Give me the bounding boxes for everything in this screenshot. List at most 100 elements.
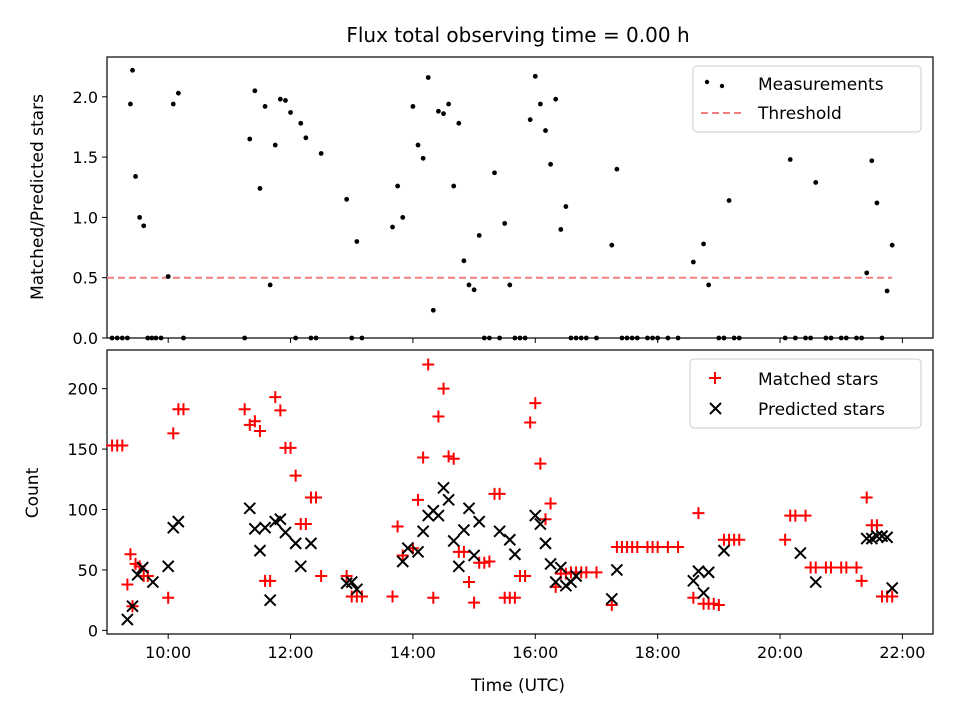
- measurement-point: [471, 287, 477, 293]
- predicted-star-point: [717, 544, 731, 557]
- measurement-point: [456, 120, 462, 126]
- predicted-star-point: [350, 583, 364, 596]
- matched-star-point: [340, 569, 353, 582]
- top-y-tick-label: 0.5: [73, 269, 98, 288]
- x-tick-label: 14:00: [390, 643, 436, 662]
- measurement-point: [141, 223, 147, 229]
- measurement-point: [283, 98, 288, 103]
- predicted-star-point: [401, 541, 415, 555]
- measurement-point: [119, 335, 125, 341]
- legend-label-predicted: Predicted stars: [758, 400, 885, 420]
- measurement-point: [828, 335, 834, 341]
- measurement-point: [568, 335, 574, 341]
- measurement-point: [354, 239, 360, 244]
- matched-star-point: [712, 598, 725, 611]
- predicted-star-point: [131, 568, 144, 581]
- measurement-point: [313, 335, 319, 341]
- top-y-tick-label: 1.5: [73, 148, 98, 167]
- measurement-point: [130, 67, 135, 73]
- predicted-star-point: [452, 560, 466, 573]
- matched-star-point: [162, 591, 175, 604]
- measurement-point: [782, 335, 788, 341]
- measurement-point: [149, 335, 155, 341]
- measurement-point: [181, 335, 186, 341]
- chart-title: Flux total observing time = 0.00 h: [346, 23, 689, 47]
- predicted-star-point: [503, 533, 517, 546]
- measurement-point: [512, 335, 518, 341]
- x-tick-label: 18:00: [635, 643, 681, 662]
- bottom-y-tick-label: 0: [88, 621, 98, 640]
- measurement-point: [395, 183, 401, 189]
- matched-star-point: [707, 597, 720, 610]
- measurement-point: [690, 259, 696, 265]
- predicted-star-point: [289, 537, 302, 550]
- matched-star-point: [860, 491, 873, 504]
- measurement-point: [318, 151, 324, 156]
- top-legend-box: [692, 65, 922, 133]
- measurement-point: [293, 335, 299, 341]
- predicted-star-point: [467, 549, 481, 562]
- measurement-point: [257, 186, 263, 191]
- measurement-point: [543, 128, 548, 133]
- measurement-point: [466, 282, 472, 288]
- measurement-point: [843, 335, 849, 341]
- predicted-star-point: [569, 569, 583, 583]
- measurement-point: [665, 335, 671, 341]
- x-tick-label: 16:00: [512, 643, 558, 662]
- measurement-point: [170, 101, 176, 107]
- measurement-point: [410, 104, 416, 109]
- predicted-star-point: [880, 531, 894, 544]
- measurement-point: [277, 96, 283, 102]
- predicted-star-point: [544, 557, 557, 571]
- measurement-point: [726, 198, 732, 203]
- x-tick-label: 22:00: [879, 643, 925, 662]
- matched-star-point: [779, 533, 792, 546]
- predicted-star-point: [692, 564, 705, 578]
- measurement-point: [344, 196, 350, 202]
- matched-star-point: [269, 391, 282, 404]
- predicted-star-point: [345, 575, 358, 589]
- measurement-point: [624, 335, 630, 341]
- predicted-star-point: [493, 525, 506, 538]
- matched-star-point: [432, 410, 445, 423]
- predicted-star-point: [146, 575, 160, 589]
- predicted-star-point: [396, 555, 409, 568]
- matched-star-point: [468, 596, 481, 609]
- measurement-point: [487, 335, 492, 341]
- predicted-star-point: [534, 517, 547, 531]
- x-tick-label: 10:00: [145, 643, 191, 662]
- measurement-point: [884, 288, 890, 294]
- predicted-star-point: [809, 575, 822, 589]
- matched-star-point: [253, 424, 266, 437]
- measurement-point: [889, 242, 895, 248]
- predicted-star-point: [554, 561, 567, 574]
- measurement-point: [267, 282, 273, 288]
- measurement-point: [175, 90, 181, 96]
- matched-star-point: [789, 509, 802, 522]
- matched-star-point: [840, 561, 853, 574]
- measurement-point: [838, 335, 844, 341]
- matched-star-point: [315, 569, 328, 582]
- matched-star-point: [687, 591, 700, 604]
- matched-star-point: [631, 540, 644, 553]
- predicted-star-point: [258, 521, 272, 534]
- measurement-point: [430, 307, 436, 313]
- measurement-point: [721, 335, 727, 341]
- predicted-star-point: [263, 593, 277, 607]
- legend-label-measurements: Measurements: [758, 75, 884, 95]
- measurement-point: [298, 120, 304, 126]
- bottom-series: [106, 358, 899, 626]
- predicted-star-point: [172, 515, 185, 528]
- matched-star-point: [483, 555, 496, 568]
- measurement-point: [349, 335, 355, 341]
- matched-star-point: [493, 487, 506, 500]
- predicted-star-point: [794, 546, 807, 560]
- legend-marker-matched: [709, 372, 721, 384]
- measurement-point: [390, 224, 395, 230]
- measurement-point: [288, 110, 293, 115]
- matched-star-point: [799, 509, 812, 522]
- matched-star-point: [124, 548, 137, 561]
- measurement-point: [614, 166, 620, 172]
- measurement-point: [706, 282, 712, 288]
- measurement-point: [879, 335, 885, 341]
